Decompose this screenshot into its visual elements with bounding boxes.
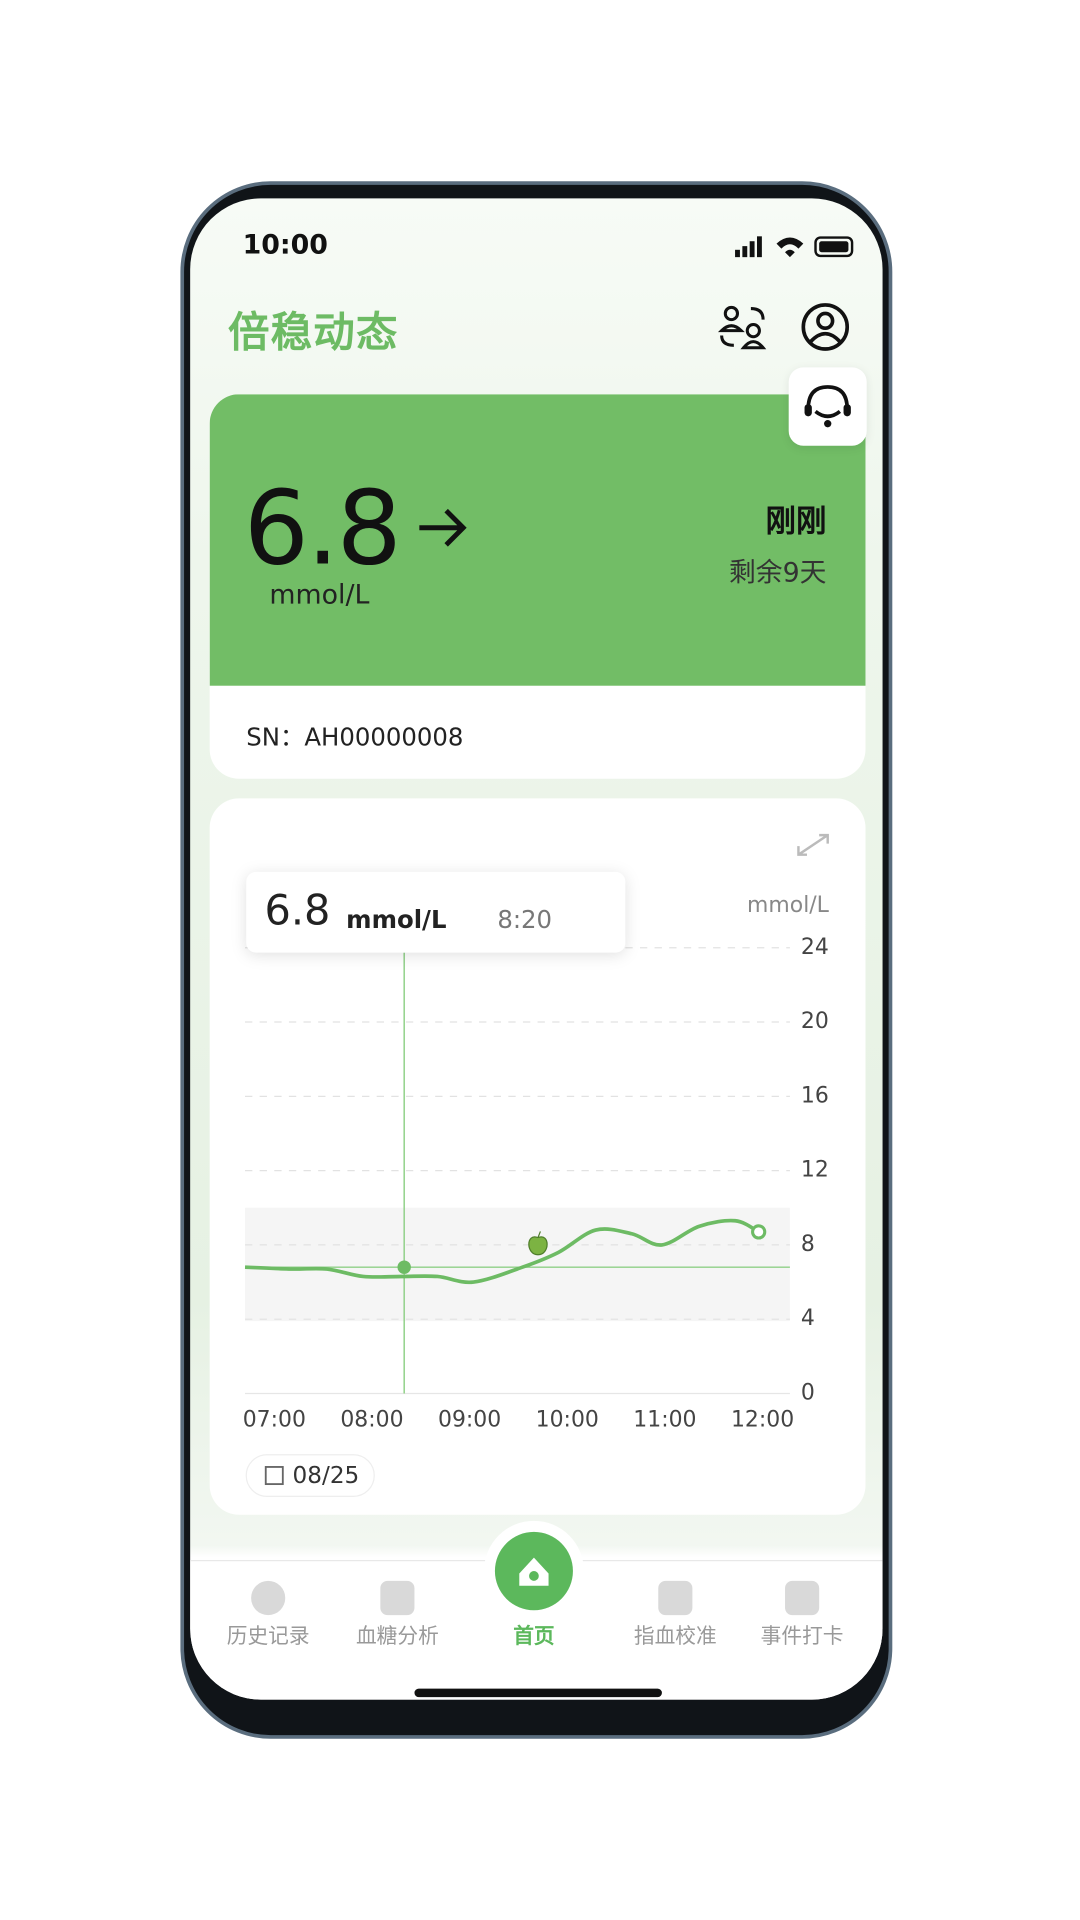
selected-point — [397, 1260, 411, 1274]
y-tick-label: 0 — [801, 1380, 815, 1405]
nav-label[interactable]: 事件打卡 — [761, 1624, 844, 1648]
nav-icon[interactable] — [785, 1580, 820, 1616]
y-tick-label: 12 — [801, 1158, 829, 1183]
y-tick-label: 24 — [801, 935, 829, 960]
nav-label[interactable]: 指血校准 — [634, 1624, 717, 1648]
updated-time: 刚刚 — [765, 503, 827, 539]
status-time: 10:00 — [242, 230, 328, 261]
calendar-icon — [264, 1466, 284, 1486]
sensor-remaining: 剩余9天 — [728, 558, 827, 589]
switch-user-icon[interactable] — [717, 301, 771, 352]
y-tick-label: 20 — [801, 1009, 829, 1034]
date-chip[interactable] — [245, 1454, 375, 1497]
nav-icon[interactable] — [380, 1580, 415, 1616]
y-tick-label: 4 — [801, 1306, 815, 1331]
support-button[interactable] — [788, 367, 867, 446]
y-tick-label: 16 — [801, 1083, 829, 1108]
tooltip-box — [246, 871, 626, 953]
tooltip-time: 8:20 — [497, 905, 552, 934]
nav-label[interactable]: 首页 — [513, 1624, 554, 1648]
nav-label[interactable]: 历史记录 — [227, 1624, 310, 1648]
expand-icon[interactable] — [797, 833, 829, 856]
home-icon-dot — [529, 1571, 539, 1581]
y-tick-label: 8 — [801, 1232, 815, 1257]
glucose-value: 6.8 — [243, 467, 402, 588]
app-title: 倍稳动态 — [227, 308, 399, 358]
reading-panel — [209, 394, 866, 686]
meal-event[interactable] — [528, 1231, 548, 1256]
glucose-unit: mmol/L — [269, 580, 370, 612]
x-tick-label: 07:00 — [243, 1407, 306, 1432]
x-tick-label: 10:00 — [536, 1407, 599, 1432]
glucose-line — [244, 1218, 760, 1285]
tooltip-value: 6.8 — [265, 885, 331, 934]
nav-label[interactable]: 血糖分析 — [356, 1624, 439, 1648]
screen: 10:00 倍稳动态 6.8 mmol/L 刚刚 剩余9天 SN：AH00000… — [190, 198, 883, 1700]
last-point — [751, 1224, 767, 1240]
nav-icon[interactable] — [658, 1580, 693, 1616]
x-tick-label: 09:00 — [438, 1407, 501, 1432]
chart: 0 4 8 12 16 20 24 07:00 08:00 09:00 10:00 11:00 12:0… — [243, 935, 829, 1433]
x-tick-label: 08:00 — [340, 1407, 403, 1432]
home-indicator — [414, 1688, 662, 1698]
serial-number: SN：AH00000008 — [246, 722, 464, 752]
nav-icon[interactable] — [251, 1580, 286, 1616]
tooltip-unit: mmol/L — [346, 905, 446, 934]
chart-date: 08/25 — [293, 1462, 360, 1489]
trend-arrow — [419, 508, 467, 547]
reading-card: 6.8 mmol/L 刚刚 剩余9天 SN：AH00000008 — [209, 394, 866, 779]
headset-icon — [804, 385, 851, 428]
status-icons — [735, 236, 854, 258]
y-axis-label: mmol/L — [747, 893, 830, 918]
profile-icon[interactable] — [800, 301, 851, 352]
x-tick-label: 12:00 — [731, 1407, 794, 1432]
x-tick-label: 11:00 — [633, 1407, 696, 1432]
